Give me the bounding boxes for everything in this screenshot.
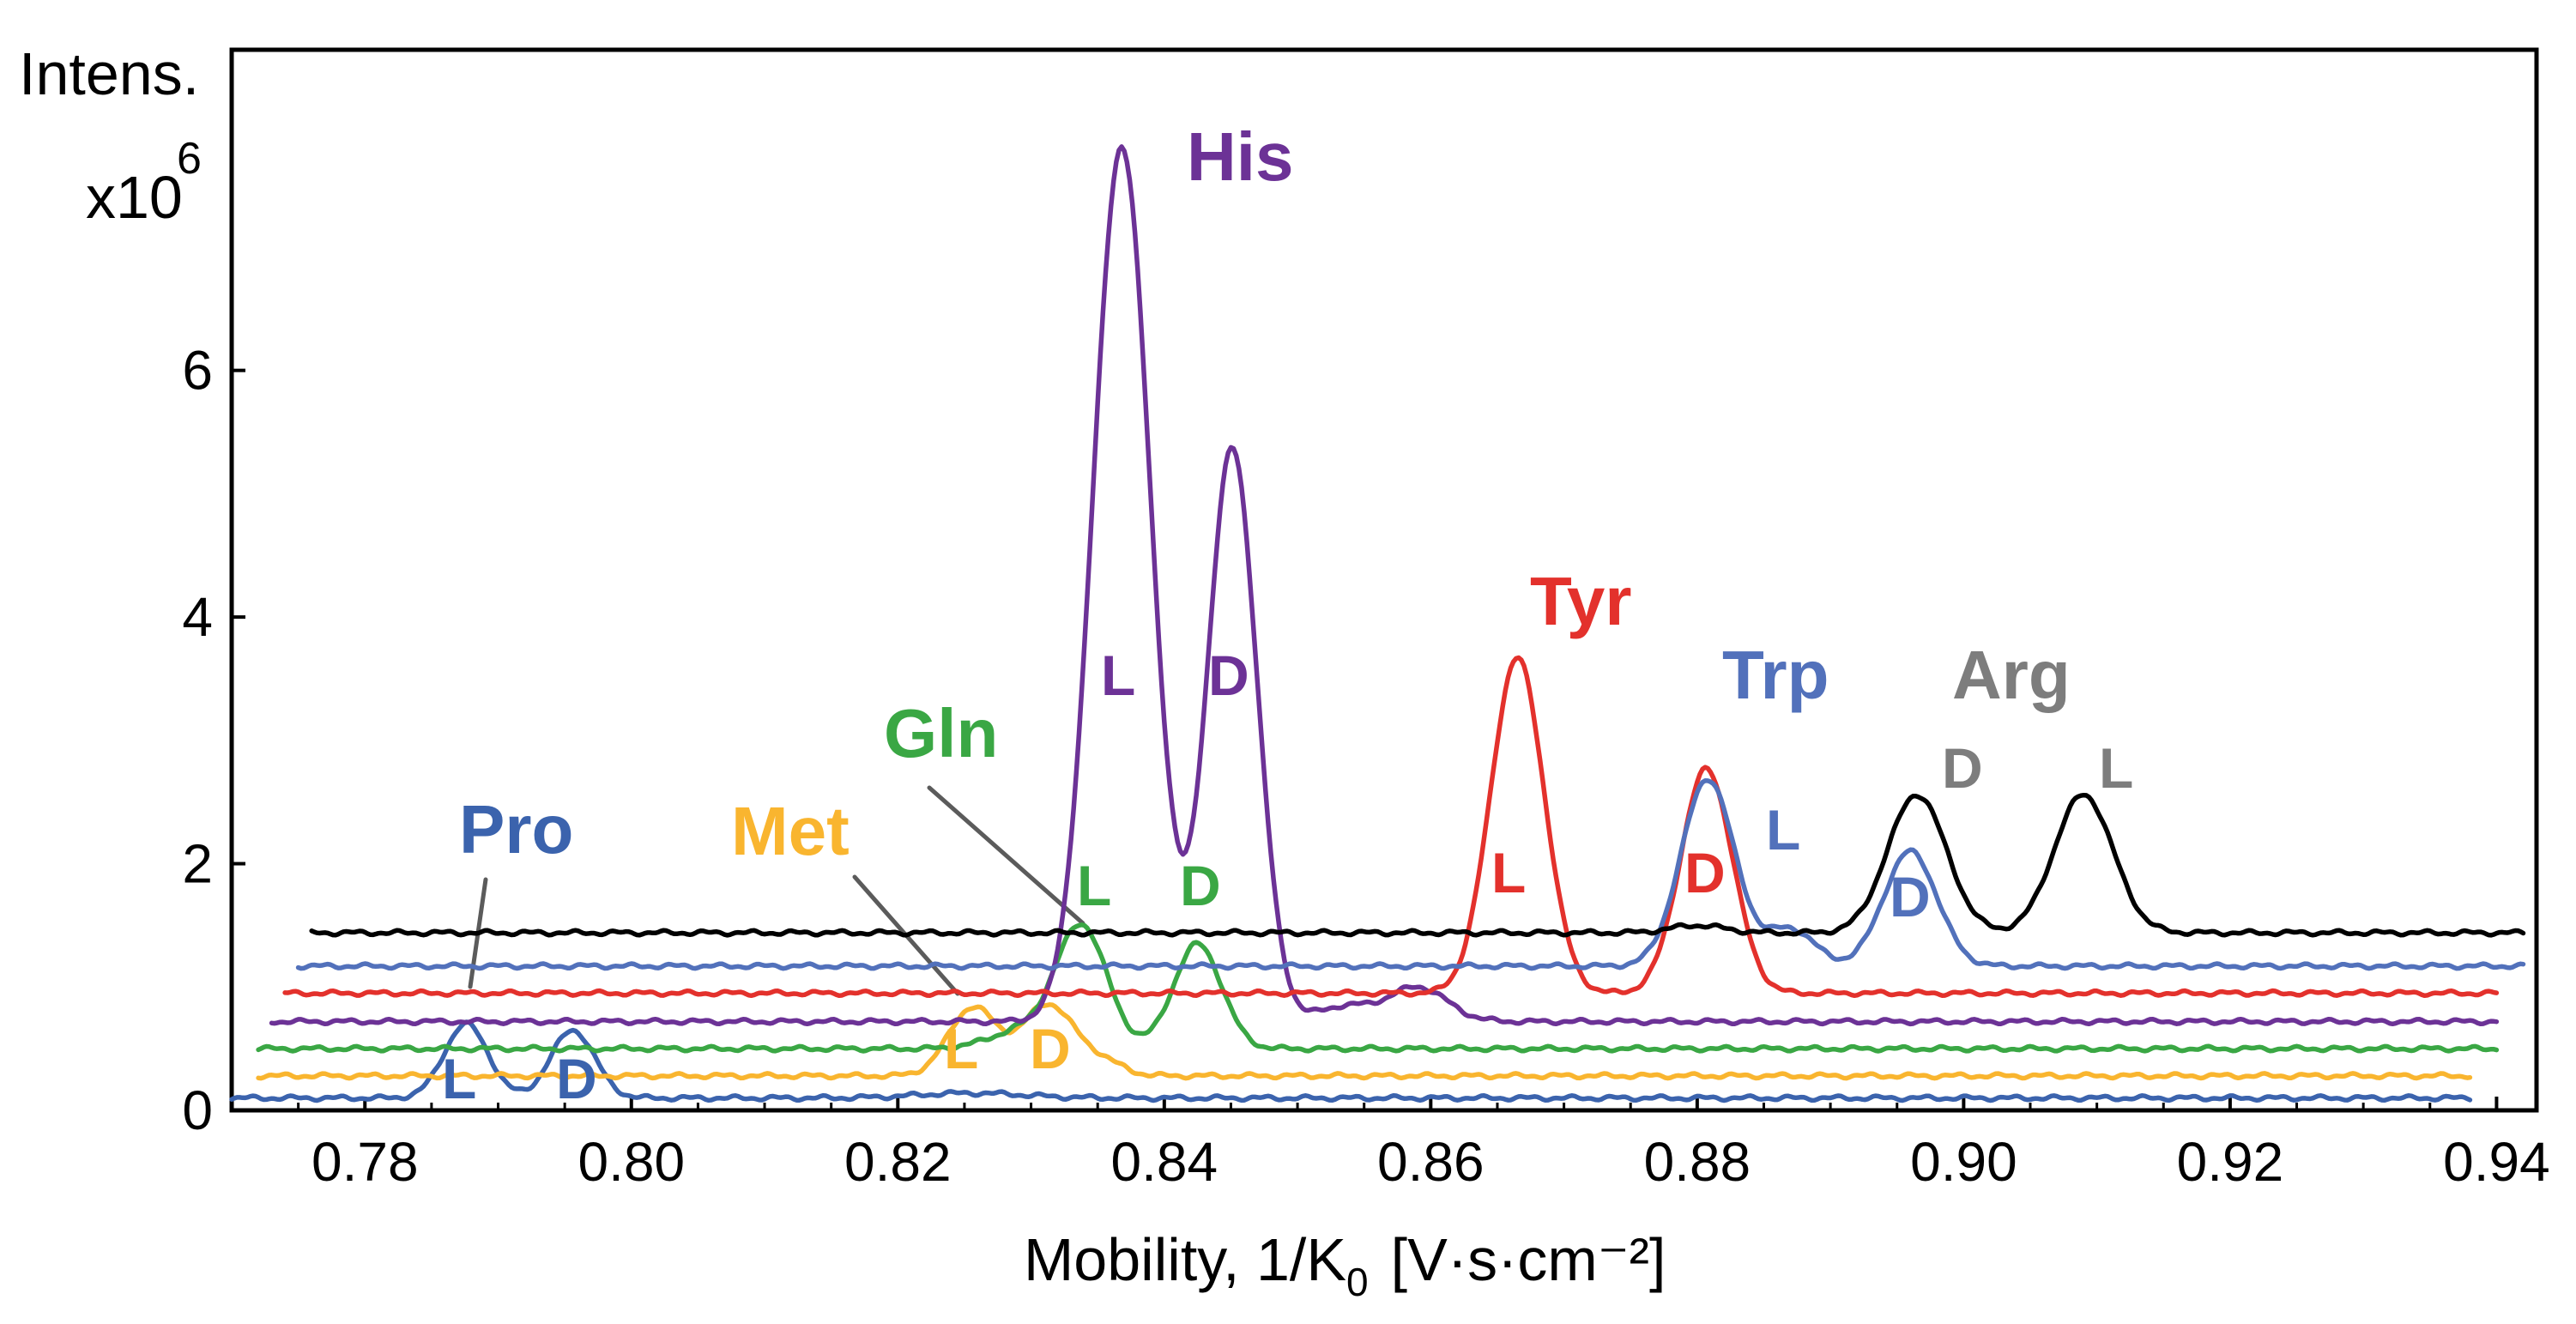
trp-l-label: L [1766,798,1800,862]
series-name-met: Met [731,793,850,869]
x-axis-title-units: [V·s·cm⁻²] [1391,1226,1666,1293]
x-axis-title-subscript: 0 [1346,1260,1369,1304]
x-tick-label: 0.80 [577,1131,685,1193]
his-d-label: D [1208,644,1249,707]
arg-l-label: L [2099,736,2133,800]
y-axis-title-line1: Intens. [19,40,199,107]
gln-leader-line [927,785,1085,926]
y-axis-ticks: 0 2 4 6 [182,340,245,1141]
x-tick-label: 0.82 [844,1131,952,1193]
series-name-tyr: Tyr [1530,563,1632,639]
y-axis-title-exponent: 6 [177,134,202,184]
series-name-his: His [1187,118,1294,195]
pro-l-label: L [442,1047,476,1110]
met-d-label: D [1030,1017,1071,1080]
trace-his [269,144,2500,1027]
trace-trp [295,778,2526,971]
x-tick-label: 0.88 [1644,1131,1751,1193]
trp-d-label: D [1890,865,1931,928]
traces [229,144,2526,1103]
trace-met [256,1002,2473,1081]
x-tick-label: 0.84 [1111,1131,1218,1193]
gln-d-label: D [1180,854,1221,917]
tyr-l-label: L [1491,841,1526,904]
tyr-d-label: D [1684,841,1726,904]
plot-frame [229,47,2539,1113]
x-tick-label: 0.78 [311,1131,419,1193]
gln-l-label: L [1077,854,1111,917]
trace-gln [256,922,2500,1054]
arg-d-label: D [1942,736,1983,800]
y-tick-label: 6 [182,340,213,402]
trace-tyr [282,655,2500,999]
x-axis-title: Mobility, 1/K0 [V·s·cm⁻²] [1024,1226,1666,1304]
series-name-trp: Trp [1722,637,1829,713]
met-l-label: L [944,1017,978,1080]
series-name-gln: Gln [884,695,998,771]
series-name-arg: Arg [1952,637,2071,713]
trace-arg [309,792,2526,938]
pro-d-label: D [556,1047,597,1110]
trace-pro [229,1019,2473,1103]
x-tick-label: 0.92 [2177,1131,2284,1193]
y-tick-label: 4 [182,586,213,648]
x-tick-label: 0.90 [1910,1131,2017,1193]
x-tick-label: 0.86 [1377,1131,1485,1193]
series-name-pro: Pro [459,791,573,868]
y-tick-label: 0 [182,1079,213,1141]
x-axis-ticks: 0.78 0.80 0.82 0.84 0.86 0.88 0.90 0.92 0.94 [297,1097,2550,1193]
x-axis-title-main: Mobility, 1/K [1024,1226,1346,1293]
his-l-label: L [1101,644,1135,707]
y-tick-label: 2 [182,833,213,895]
x-tick-label: 0.94 [2443,1131,2550,1193]
y-axis-title-line2: x10 [86,164,183,231]
